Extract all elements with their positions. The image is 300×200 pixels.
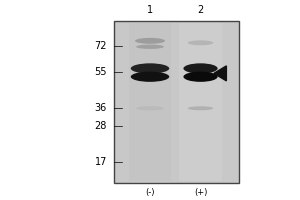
Text: 17: 17 bbox=[94, 157, 107, 167]
Ellipse shape bbox=[183, 72, 217, 82]
Ellipse shape bbox=[135, 38, 165, 44]
Ellipse shape bbox=[188, 40, 213, 45]
Polygon shape bbox=[214, 66, 226, 81]
Ellipse shape bbox=[183, 63, 217, 74]
Text: 72: 72 bbox=[94, 41, 107, 51]
Text: (+): (+) bbox=[194, 188, 207, 197]
Text: 2: 2 bbox=[197, 5, 204, 15]
Text: (-): (-) bbox=[145, 188, 155, 197]
Ellipse shape bbox=[136, 45, 164, 49]
Ellipse shape bbox=[131, 72, 169, 82]
Text: 28: 28 bbox=[94, 121, 107, 131]
Text: 36: 36 bbox=[95, 103, 107, 113]
Text: 55: 55 bbox=[94, 67, 107, 77]
Text: 1: 1 bbox=[147, 5, 153, 15]
Ellipse shape bbox=[136, 106, 164, 110]
Ellipse shape bbox=[131, 63, 169, 74]
Ellipse shape bbox=[188, 106, 213, 110]
FancyBboxPatch shape bbox=[114, 21, 239, 183]
FancyBboxPatch shape bbox=[179, 23, 222, 181]
FancyBboxPatch shape bbox=[129, 23, 171, 181]
